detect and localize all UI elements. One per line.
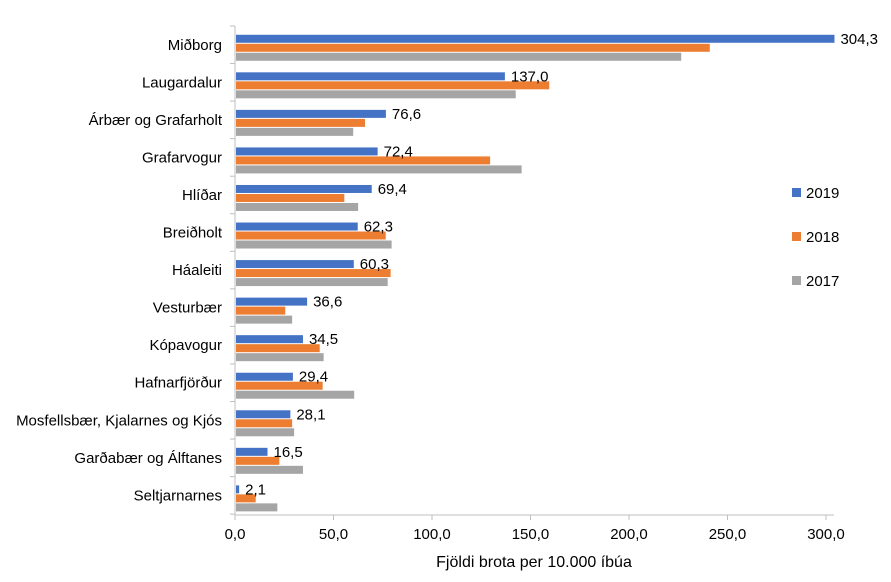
bar-2019 xyxy=(236,297,308,306)
bar-2018 xyxy=(236,269,391,278)
bar-2017 xyxy=(236,240,392,249)
data-label: 29,4 xyxy=(299,369,328,386)
x-tick-label: 150,0 xyxy=(512,526,550,543)
x-tick-label: 0,0 xyxy=(225,526,246,543)
legend-label: 2018 xyxy=(806,229,839,246)
data-label: 60,3 xyxy=(360,256,389,273)
bar-2018 xyxy=(236,231,386,240)
bar-2019 xyxy=(236,485,240,494)
data-label: 72,4 xyxy=(384,143,413,160)
data-label: 2,1 xyxy=(245,481,266,498)
category-label: Laugardalur xyxy=(142,74,222,91)
bar-2017 xyxy=(236,503,278,512)
legend-label: 2017 xyxy=(806,273,839,290)
bar-2019 xyxy=(236,72,505,81)
bar-2017 xyxy=(236,127,354,136)
bar-2019 xyxy=(236,109,386,118)
bar-2017 xyxy=(236,353,324,362)
bar-2017 xyxy=(236,315,293,324)
x-tick-label: 300,0 xyxy=(807,526,845,543)
x-tick-label: 200,0 xyxy=(610,526,648,543)
x-tick-label: 100,0 xyxy=(413,526,451,543)
bar-2019 xyxy=(236,222,358,231)
bar-2018 xyxy=(236,193,345,202)
x-tick-label: 250,0 xyxy=(709,526,747,543)
category-label: Árbær og Grafarholt xyxy=(89,112,223,129)
bar-2019 xyxy=(236,147,378,156)
data-label: 36,6 xyxy=(313,294,342,311)
x-axis-title: Fjöldi brota per 10.000 íbúa xyxy=(436,554,632,571)
bar-2018 xyxy=(236,306,286,315)
bar-2018 xyxy=(236,494,256,503)
bar-2017 xyxy=(236,165,522,174)
bar-2017 xyxy=(236,90,516,99)
category-label: Garðabær og Álftanes xyxy=(74,450,222,467)
category-label: Grafarvogur xyxy=(142,149,222,166)
bar-2018 xyxy=(236,118,366,127)
data-label: 76,6 xyxy=(392,106,421,123)
bar-2018 xyxy=(236,381,323,390)
data-label: 34,5 xyxy=(309,331,338,348)
category-label: Hlíðar xyxy=(182,187,222,204)
data-label: 62,3 xyxy=(364,219,393,236)
data-label: 304,3 xyxy=(840,31,878,48)
axes xyxy=(230,25,834,520)
x-tick-label: 50,0 xyxy=(319,526,348,543)
bar-2019 xyxy=(236,410,291,419)
bar-2019 xyxy=(236,34,835,43)
legend-swatch-2018 xyxy=(792,232,801,241)
legend-swatch-2017 xyxy=(792,276,801,285)
data-labels: 304,3 137,0 76,6 72,4 69,4 62,3 60,3 36,6 34,5 29… xyxy=(245,31,878,499)
category-label: Seltjarnarnes xyxy=(134,487,222,504)
x-tick-labels: 0,0 50,0 100,0 150,0 200,0 250,0 300,0 xyxy=(225,526,845,543)
data-label: 137,0 xyxy=(511,68,549,85)
bar-2017 xyxy=(236,202,359,211)
bar-2019 xyxy=(236,372,293,381)
legend: 2019 2018 2017 xyxy=(792,185,839,290)
bar-2019 xyxy=(236,260,354,269)
bar-2018 xyxy=(236,456,280,465)
bar-2017 xyxy=(236,52,682,61)
bars-group xyxy=(236,34,835,512)
legend-swatch-2019 xyxy=(792,188,801,197)
category-labels: Miðborg Laugardalur Árbær og Grafarholt Gra… xyxy=(16,37,223,505)
legend-label: 2019 xyxy=(806,185,839,202)
data-label: 16,5 xyxy=(274,444,303,461)
bar-2018 xyxy=(236,43,710,52)
category-label: Breiðholt xyxy=(163,225,223,242)
data-label: 69,4 xyxy=(378,181,407,198)
bar-2019 xyxy=(236,335,303,344)
category-label: Miðborg xyxy=(168,37,222,54)
bar-2017 xyxy=(236,465,303,474)
bar-2018 xyxy=(236,81,550,90)
bar-2018 xyxy=(236,344,320,353)
bar-2019 xyxy=(236,447,268,456)
category-label: Mosfellsbær, Kjalarnes og Kjós xyxy=(16,412,222,429)
category-label: Háaleiti xyxy=(172,262,222,279)
bar-2018 xyxy=(236,156,491,165)
bar-2019 xyxy=(236,184,372,193)
category-label: Kópavogur xyxy=(149,337,222,354)
bar-2017 xyxy=(236,428,295,437)
category-label: Vesturbær xyxy=(153,300,222,317)
bar-2017 xyxy=(236,390,355,399)
category-label: Hafnarfjörður xyxy=(134,375,222,392)
bar-2017 xyxy=(236,278,388,287)
data-label: 28,1 xyxy=(296,406,325,423)
bar-2018 xyxy=(236,419,293,428)
